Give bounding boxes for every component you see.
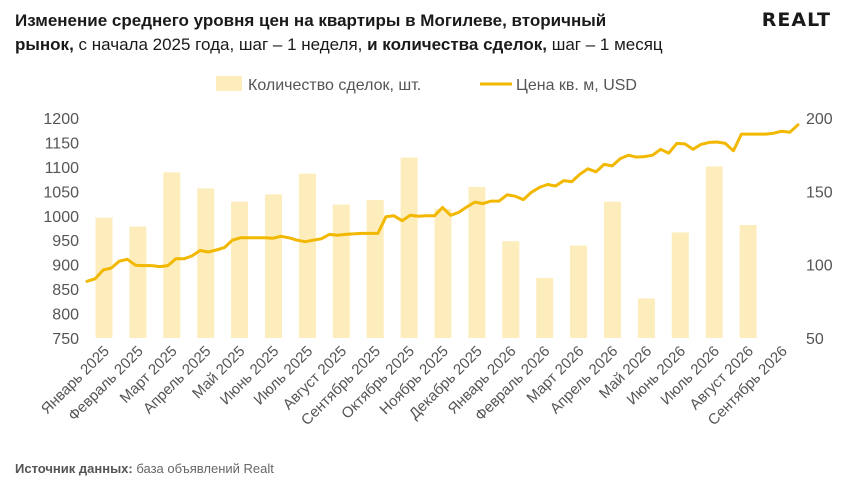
deals-bar-12 [468,186,486,338]
deals-bar-19 [705,166,723,338]
title-bold-part-3: и количества сделок, [362,35,547,54]
price-line [85,123,800,283]
deals-bar-5 [231,201,249,338]
legend-line-label: Цена кв. м, USD [516,77,637,94]
right-axis-tick-150: 150 [806,184,833,201]
title-bold-part: Изменение среднего уровня цен на квартир… [15,11,607,30]
deals-bar-13 [502,241,520,338]
deals-bar-18 [671,232,689,338]
realt-logo: REALT [761,9,831,31]
source-note: Источник данных: база объявлений Realt [15,461,274,476]
deals-bar-2 [129,226,147,338]
left-axis-tick-1050: 1050 [43,184,79,201]
deals-bar-1 [95,217,113,338]
deals-bar-11 [434,208,452,338]
right-axis-tick-50: 50 [806,331,824,348]
right-axis-tick-200: 200 [806,111,833,128]
deals-bar-6 [265,194,282,338]
deals-bar-14 [536,277,554,338]
left-axis-tick-1100: 1100 [45,160,80,177]
left-axis-tick-850: 850 [52,282,79,299]
left-axis-tick-1150: 1150 [45,135,80,152]
legend-bars-swatch [216,76,242,91]
deals-bar-10 [400,157,418,338]
deals-bar-16 [604,201,621,338]
left-axis-tick-750: 750 [52,331,79,348]
right-axis-tick-100: 100 [806,258,833,275]
deals-bar-4 [197,188,215,338]
title-regular-part-2: шаг – 1 месяц [546,35,663,54]
source-text: база объявлений Realt [132,461,274,476]
legend-bars-label: Количество сделок, шт. [248,77,421,94]
title-line-1: Изменение среднего уровня цен на квартир… [15,9,735,33]
left-axis-tick-1000: 1000 [43,209,79,226]
deals-bar-20 [739,225,757,338]
deals-bar-9 [366,200,384,338]
left-axis-tick-800: 800 [52,307,79,324]
deals-bar-17 [637,298,655,338]
left-axis-tick-1200: 1200 [43,111,79,128]
title-line-2: рынок, с начала 2025 года, шаг – 1 недел… [15,33,735,57]
left-axis-tick-900: 900 [52,258,79,275]
source-label: Источник данных: [15,461,133,476]
deals-bar-3 [163,172,181,338]
chart-title: Изменение среднего уровня цен на квартир… [15,9,735,57]
deals-bar-7 [298,173,316,338]
deals-bar-15 [570,245,588,338]
deals-bar-8 [332,204,350,338]
left-axis-tick-950: 950 [52,233,79,250]
title-bold-part-2: рынок, [15,35,74,54]
title-regular-part: с начала 2025 года, шаг – 1 неделя, [73,35,363,54]
